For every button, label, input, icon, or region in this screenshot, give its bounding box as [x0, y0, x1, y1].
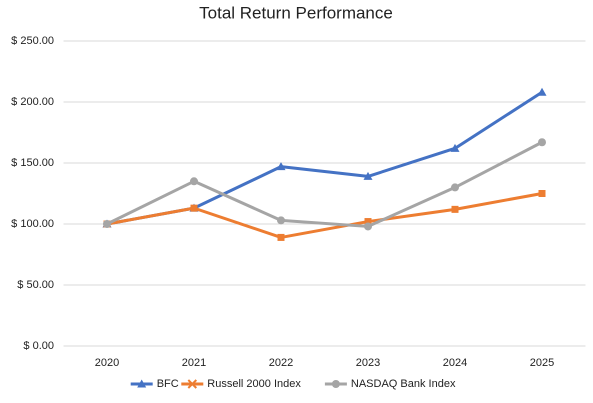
data-point [538, 190, 546, 197]
legend-label: BFC [157, 378, 179, 390]
data-point [538, 138, 546, 147]
data-point [277, 216, 285, 225]
y-tick-label: $ 50.00 [17, 279, 54, 291]
data-point [190, 204, 198, 212]
x-tick-label: 2020 [95, 357, 119, 369]
data-point [190, 177, 198, 186]
legend-marker [187, 379, 198, 389]
x-tick-label: 2025 [530, 357, 554, 369]
y-tick-label: $ 0.00 [23, 340, 54, 352]
y-tick-label: $ 150.00 [11, 157, 54, 169]
series-line [106, 140, 543, 228]
x-tick-label: 2024 [443, 357, 467, 369]
legend-marker [137, 379, 147, 388]
legend-label: NASDAQ Bank Index [351, 378, 456, 390]
legend-marker [331, 380, 340, 388]
data-point [537, 87, 547, 96]
data-point [363, 171, 373, 180]
chart-title: Total Return Performance [199, 3, 393, 22]
y-tick-label: $ 250.00 [11, 35, 54, 47]
x-tick-label: 2023 [356, 357, 380, 369]
y-tick-label: $ 100.00 [11, 218, 54, 230]
legend-label: Russell 2000 Index [207, 378, 301, 390]
data-point [451, 205, 459, 213]
data-point [276, 162, 286, 171]
x-tick-label: 2021 [182, 357, 206, 369]
data-point [451, 183, 459, 192]
data-point [364, 222, 372, 231]
data-point [103, 220, 111, 228]
data-point [277, 233, 285, 241]
data-point [450, 143, 460, 152]
data-point [364, 218, 372, 226]
y-tick-label: $ 200.00 [11, 96, 54, 108]
series-line [106, 192, 543, 239]
x-tick-label: 2022 [269, 357, 293, 369]
